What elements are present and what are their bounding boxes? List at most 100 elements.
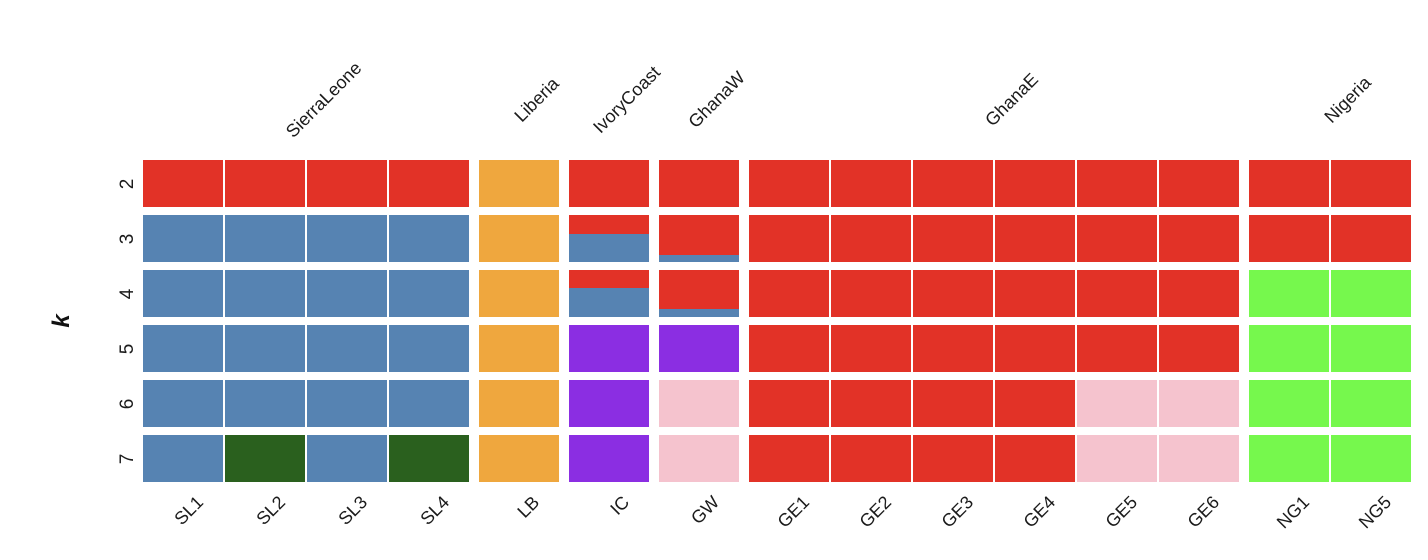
cell-segment-red — [389, 160, 469, 207]
cell-segment-blue — [569, 233, 649, 262]
cell-segment-red — [749, 270, 829, 317]
heatmap-cell — [1159, 325, 1239, 372]
column-label: GE3 — [937, 492, 978, 532]
heatmap-cell — [1331, 270, 1411, 317]
sample-column-GE6 — [1159, 160, 1239, 482]
cell-segment-blue — [143, 215, 223, 262]
column-label: GE5 — [1101, 492, 1142, 532]
heatmap-cell — [995, 325, 1075, 372]
cell-segment-blue — [307, 435, 387, 482]
cell-segment-red — [995, 215, 1075, 262]
heatmap-cell — [1159, 435, 1239, 482]
cell-segment-green — [1249, 270, 1329, 317]
cell-segment-red — [831, 380, 911, 427]
group-label: SierraLeone — [281, 57, 366, 142]
heatmap-cell — [1331, 435, 1411, 482]
heatmap-cell — [307, 325, 387, 372]
heatmap-cell — [307, 215, 387, 262]
cell-segment-red — [831, 325, 911, 372]
heatmap-cell — [479, 215, 559, 262]
heatmap-cell — [479, 160, 559, 207]
cell-segment-red — [569, 160, 649, 207]
cell-segment-red — [225, 160, 305, 207]
cell-segment-red — [831, 215, 911, 262]
heatmap-cell — [143, 215, 223, 262]
cell-segment-purple — [569, 380, 649, 427]
cell-segment-pink — [1159, 380, 1239, 427]
cell-segment-orange — [479, 380, 559, 427]
cell-segment-purple — [659, 325, 739, 372]
cell-segment-blue — [225, 270, 305, 317]
cell-segment-green — [1331, 380, 1411, 427]
heatmap-cell — [749, 380, 829, 427]
column-label: GE2 — [855, 492, 896, 532]
k-tick-label: 7 — [117, 453, 138, 464]
cell-segment-red — [1159, 325, 1239, 372]
heatmap-cell — [659, 325, 739, 372]
cell-segment-red — [749, 215, 829, 262]
cell-segment-red — [1249, 160, 1329, 207]
heatmap-cell — [225, 435, 305, 482]
heatmap-cell — [1331, 380, 1411, 427]
cell-segment-red — [913, 160, 993, 207]
heatmap-cell — [1249, 270, 1329, 317]
cell-segment-blue — [143, 380, 223, 427]
heatmap-cell — [1077, 380, 1157, 427]
heatmap-cell — [659, 160, 739, 207]
heatmap-cell — [569, 380, 649, 427]
column-label: GE4 — [1019, 492, 1060, 532]
cell-segment-red — [659, 270, 739, 309]
k-tick-label: 2 — [117, 178, 138, 189]
heatmap-cell — [913, 215, 993, 262]
cell-segment-red — [913, 325, 993, 372]
heatmap-cell — [659, 215, 739, 262]
cell-segment-orange — [479, 270, 559, 317]
heatmap-cell — [1159, 270, 1239, 317]
cell-segment-red — [913, 270, 993, 317]
cell-segment-red — [1159, 215, 1239, 262]
cell-segment-red — [913, 380, 993, 427]
cell-segment-red — [1077, 270, 1157, 317]
heatmap-cell — [389, 325, 469, 372]
sample-column-SL4 — [389, 160, 469, 482]
cell-segment-blue — [225, 325, 305, 372]
cell-segment-orange — [479, 325, 559, 372]
sample-column-SL1 — [143, 160, 223, 482]
heatmap-cell — [143, 435, 223, 482]
cell-segment-red — [749, 380, 829, 427]
cell-segment-red — [913, 215, 993, 262]
cell-segment-red — [831, 160, 911, 207]
heatmap-cell — [307, 160, 387, 207]
cell-segment-red — [749, 160, 829, 207]
heatmap-cell — [389, 270, 469, 317]
cell-segment-orange — [479, 215, 559, 262]
heatmap-cell — [479, 325, 559, 372]
cell-segment-darkgreen — [389, 435, 469, 482]
heatmap-cell — [569, 435, 649, 482]
heatmap-cell — [389, 380, 469, 427]
heatmap-cell — [1331, 215, 1411, 262]
cell-segment-blue — [389, 215, 469, 262]
group-label: Liberia — [510, 73, 563, 126]
cell-segment-green — [1331, 435, 1411, 482]
heatmap-cell — [307, 270, 387, 317]
cell-segment-blue — [143, 325, 223, 372]
heatmap-cell — [225, 325, 305, 372]
cell-segment-green — [1249, 435, 1329, 482]
heatmap-cell — [1159, 380, 1239, 427]
cell-segment-red — [831, 435, 911, 482]
column-label: SL2 — [252, 492, 290, 529]
sample-column-GW — [659, 160, 739, 482]
k-tick-label: 3 — [117, 233, 138, 244]
heatmap-cell — [1249, 435, 1329, 482]
heatmap-cell — [479, 380, 559, 427]
cell-segment-blue — [659, 309, 739, 317]
group-label: Nigeria — [1320, 72, 1375, 127]
sample-column-GE1 — [749, 160, 829, 482]
heatmap-cell — [995, 215, 1075, 262]
heatmap-cell — [1331, 325, 1411, 372]
cell-segment-red — [749, 435, 829, 482]
heatmap-cell — [659, 435, 739, 482]
group-label: IvoryCoast — [589, 62, 665, 138]
cell-segment-red — [831, 270, 911, 317]
